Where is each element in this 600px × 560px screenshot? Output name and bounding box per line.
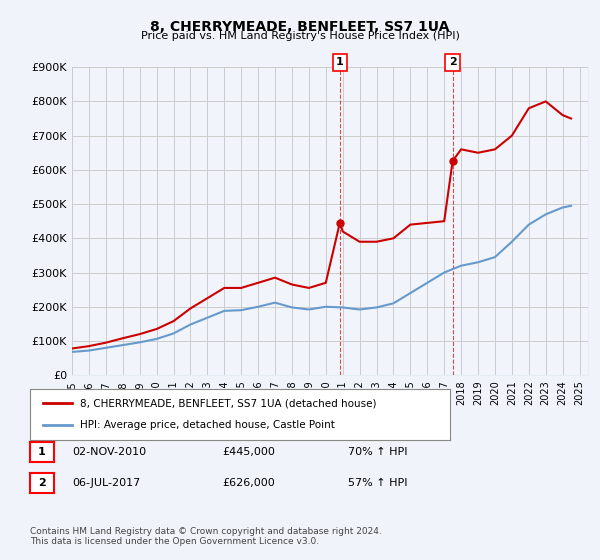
- Text: 8, CHERRYMEADE, BENFLEET, SS7 1UA (detached house): 8, CHERRYMEADE, BENFLEET, SS7 1UA (detac…: [80, 398, 377, 408]
- Text: £445,000: £445,000: [222, 447, 275, 458]
- Text: 1: 1: [336, 57, 344, 67]
- Text: Price paid vs. HM Land Registry's House Price Index (HPI): Price paid vs. HM Land Registry's House …: [140, 31, 460, 41]
- Text: 02-NOV-2010: 02-NOV-2010: [72, 447, 146, 458]
- Text: HPI: Average price, detached house, Castle Point: HPI: Average price, detached house, Cast…: [80, 421, 335, 431]
- Text: 57% ↑ HPI: 57% ↑ HPI: [348, 478, 407, 488]
- Text: 2: 2: [449, 57, 457, 67]
- Text: 2: 2: [38, 478, 46, 488]
- Text: 06-JUL-2017: 06-JUL-2017: [72, 478, 140, 488]
- Text: 8, CHERRYMEADE, BENFLEET, SS7 1UA: 8, CHERRYMEADE, BENFLEET, SS7 1UA: [151, 20, 449, 34]
- Text: £626,000: £626,000: [222, 478, 275, 488]
- Text: 1: 1: [38, 447, 46, 457]
- Text: 70% ↑ HPI: 70% ↑ HPI: [348, 447, 407, 458]
- Text: Contains HM Land Registry data © Crown copyright and database right 2024.
This d: Contains HM Land Registry data © Crown c…: [30, 526, 382, 546]
